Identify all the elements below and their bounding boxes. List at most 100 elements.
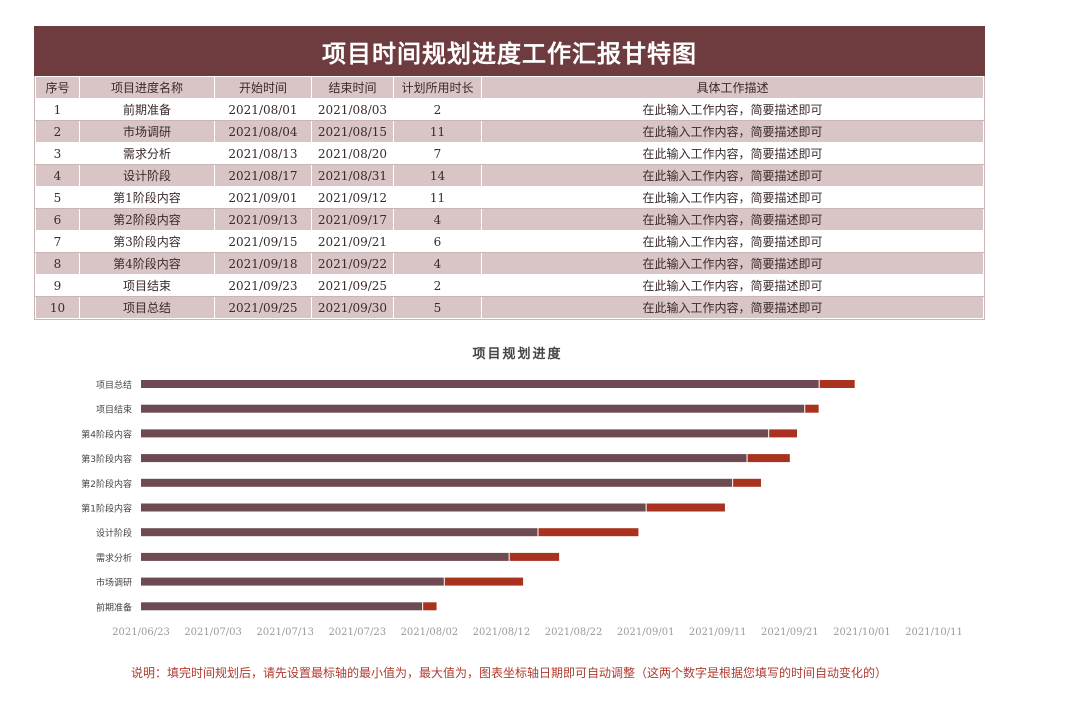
header-description[interactable]: 具体工作描述 bbox=[481, 76, 984, 99]
cell-description[interactable]: 在此输入工作内容，简要描述即可 bbox=[481, 98, 984, 121]
cell-start-date[interactable]: 2021/09/01 bbox=[214, 186, 312, 209]
cell-description[interactable]: 在此输入工作内容，简要描述即可 bbox=[481, 164, 984, 187]
category-label: 设计阶段 bbox=[96, 527, 132, 539]
cell-start-date[interactable]: 2021/08/01 bbox=[214, 98, 312, 121]
cell-phase-name[interactable]: 需求分析 bbox=[79, 142, 215, 165]
cell-start-date[interactable]: 2021/09/23 bbox=[214, 274, 312, 297]
cell-end-date[interactable]: 2021/08/15 bbox=[311, 120, 394, 143]
cell-duration[interactable]: 5 bbox=[393, 296, 482, 319]
cell-duration[interactable]: 14 bbox=[393, 164, 482, 187]
cell-description[interactable]: 在此输入工作内容，简要描述即可 bbox=[481, 274, 984, 297]
table-row[interactable]: 10 项目总结 2021/09/25 2021/09/30 5 在此输入工作内容，简要描述… bbox=[35, 296, 984, 319]
bar-duration[interactable] bbox=[423, 602, 437, 611]
bar-duration[interactable] bbox=[444, 577, 524, 586]
cell-description[interactable]: 在此输入工作内容，简要描述即可 bbox=[481, 230, 984, 253]
x-tick-label: 2021/07/13 bbox=[256, 627, 314, 638]
cell-duration[interactable]: 4 bbox=[393, 208, 482, 231]
bar-duration[interactable] bbox=[805, 404, 819, 413]
table-row[interactable]: 4 设计阶段 2021/08/17 2021/08/31 14 在此输入工作内容，简要描述… bbox=[35, 164, 984, 187]
cell-description[interactable]: 在此输入工作内容，简要描述即可 bbox=[481, 208, 984, 231]
cell-phase-name[interactable]: 市场调研 bbox=[79, 120, 215, 143]
header-start-date[interactable]: 开始时间 bbox=[214, 76, 312, 99]
cell-phase-name[interactable]: 项目总结 bbox=[79, 296, 215, 319]
cell-index[interactable]: 6 bbox=[35, 208, 80, 231]
bar-duration[interactable] bbox=[538, 528, 639, 537]
cell-index[interactable]: 1 bbox=[35, 98, 80, 121]
cell-start-date[interactable]: 2021/09/25 bbox=[214, 296, 312, 319]
cell-index[interactable]: 5 bbox=[35, 186, 80, 209]
table-row[interactable]: 2 市场调研 2021/08/04 2021/08/15 11 在此输入工作内容，简要描述… bbox=[35, 120, 984, 143]
cell-duration[interactable]: 11 bbox=[393, 120, 482, 143]
cell-duration[interactable]: 2 bbox=[393, 274, 482, 297]
cell-end-date[interactable]: 2021/08/20 bbox=[311, 142, 394, 165]
bar-duration[interactable] bbox=[747, 454, 790, 463]
cell-phase-name[interactable]: 项目结束 bbox=[79, 274, 215, 297]
bar-start-offset[interactable] bbox=[141, 503, 646, 512]
bar-duration[interactable] bbox=[769, 429, 798, 438]
cell-duration[interactable]: 7 bbox=[393, 142, 482, 165]
cell-end-date[interactable]: 2021/09/21 bbox=[311, 230, 394, 253]
cell-end-date[interactable]: 2021/08/03 bbox=[311, 98, 394, 121]
cell-start-date[interactable]: 2021/08/17 bbox=[214, 164, 312, 187]
cell-end-date[interactable]: 2021/09/12 bbox=[311, 186, 394, 209]
cell-index[interactable]: 9 bbox=[35, 274, 80, 297]
header-end-date[interactable]: 结束时间 bbox=[311, 76, 394, 99]
cell-phase-name[interactable]: 前期准备 bbox=[79, 98, 215, 121]
cell-description[interactable]: 在此输入工作内容，简要描述即可 bbox=[481, 120, 984, 143]
cell-end-date[interactable]: 2021/09/30 bbox=[311, 296, 394, 319]
table-row[interactable]: 1 前期准备 2021/08/01 2021/08/03 2 在此输入工作内容，简要描述即… bbox=[35, 98, 984, 121]
bar-start-offset[interactable] bbox=[141, 528, 538, 537]
cell-start-date[interactable]: 2021/09/13 bbox=[214, 208, 312, 231]
bar-start-offset[interactable] bbox=[141, 552, 509, 561]
x-tick-label: 2021/09/11 bbox=[689, 627, 747, 638]
bar-start-offset[interactable] bbox=[141, 577, 444, 586]
cell-duration[interactable]: 2 bbox=[393, 98, 482, 121]
cell-phase-name[interactable]: 第4阶段内容 bbox=[79, 252, 215, 275]
cell-start-date[interactable]: 2021/08/13 bbox=[214, 142, 312, 165]
table-row[interactable]: 5 第1阶段内容 2021/09/01 2021/09/12 11 在此输入工作内容，简要… bbox=[35, 186, 984, 209]
cell-index[interactable]: 3 bbox=[35, 142, 80, 165]
cell-end-date[interactable]: 2021/08/31 bbox=[311, 164, 394, 187]
cell-start-date[interactable]: 2021/08/04 bbox=[214, 120, 312, 143]
cell-index[interactable]: 4 bbox=[35, 164, 80, 187]
bar-duration[interactable] bbox=[646, 503, 725, 512]
cell-end-date[interactable]: 2021/09/25 bbox=[311, 274, 394, 297]
header-phase-name[interactable]: 项目进度名称 bbox=[79, 76, 215, 99]
table-row[interactable]: 7 第3阶段内容 2021/09/15 2021/09/21 6 在此输入工作内容，简要描… bbox=[35, 230, 984, 253]
header-duration[interactable]: 计划所用时长 bbox=[393, 76, 482, 99]
cell-description[interactable]: 在此输入工作内容，简要描述即可 bbox=[481, 142, 984, 165]
cell-phase-name[interactable]: 第2阶段内容 bbox=[79, 208, 215, 231]
table-row[interactable]: 8 第4阶段内容 2021/09/18 2021/09/22 4 在此输入工作内容，简要描… bbox=[35, 252, 984, 275]
cell-phase-name[interactable]: 第1阶段内容 bbox=[79, 186, 215, 209]
bar-duration[interactable] bbox=[509, 552, 560, 561]
cell-index[interactable]: 10 bbox=[35, 296, 80, 319]
bar-start-offset[interactable] bbox=[141, 380, 819, 388]
bar-start-offset[interactable] bbox=[141, 404, 805, 413]
cell-duration[interactable]: 4 bbox=[393, 252, 482, 275]
cell-duration[interactable]: 6 bbox=[393, 230, 482, 253]
cell-index[interactable]: 2 bbox=[35, 120, 80, 143]
bar-start-offset[interactable] bbox=[141, 478, 733, 487]
cell-end-date[interactable]: 2021/09/17 bbox=[311, 208, 394, 231]
table-row[interactable]: 9 项目结束 2021/09/23 2021/09/25 2 在此输入工作内容，简要描述即… bbox=[35, 274, 984, 297]
table-row[interactable]: 6 第2阶段内容 2021/09/13 2021/09/17 4 在此输入工作内容，简要描… bbox=[35, 208, 984, 231]
cell-phase-name[interactable]: 第3阶段内容 bbox=[79, 230, 215, 253]
cell-end-date[interactable]: 2021/09/22 bbox=[311, 252, 394, 275]
bar-start-offset[interactable] bbox=[141, 429, 769, 438]
cell-duration[interactable]: 11 bbox=[393, 186, 482, 209]
cell-description[interactable]: 在此输入工作内容，简要描述即可 bbox=[481, 186, 984, 209]
cell-description[interactable]: 在此输入工作内容，简要描述即可 bbox=[481, 296, 984, 319]
cell-index[interactable]: 8 bbox=[35, 252, 80, 275]
header-index[interactable]: 序号 bbox=[35, 76, 80, 99]
cell-index[interactable]: 7 bbox=[35, 230, 80, 253]
cell-start-date[interactable]: 2021/09/15 bbox=[214, 230, 312, 253]
cell-phase-name[interactable]: 设计阶段 bbox=[79, 164, 215, 187]
bar-duration[interactable] bbox=[733, 478, 761, 487]
bar-start-offset[interactable] bbox=[141, 602, 423, 611]
chart-title: 项目规划进度 bbox=[472, 347, 563, 362]
table-row[interactable]: 3 需求分析 2021/08/13 2021/08/20 7 在此输入工作内容，简要描述即… bbox=[35, 142, 984, 165]
bar-duration[interactable] bbox=[819, 380, 855, 388]
cell-description[interactable]: 在此输入工作内容，简要描述即可 bbox=[481, 252, 984, 275]
cell-start-date[interactable]: 2021/09/18 bbox=[214, 252, 312, 275]
bar-start-offset[interactable] bbox=[141, 454, 747, 463]
